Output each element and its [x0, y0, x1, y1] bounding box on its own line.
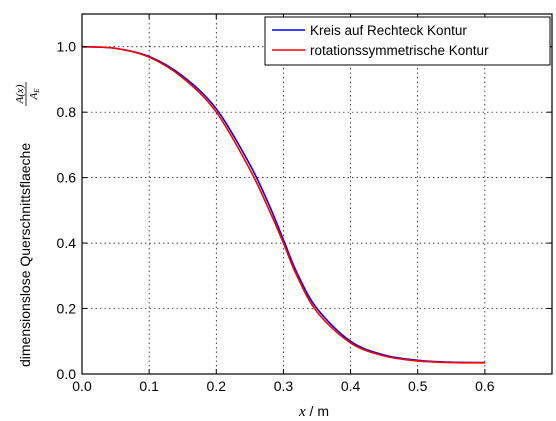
x-tick-label: 0.6	[475, 378, 495, 394]
y-tick-label: 0.6	[57, 170, 77, 186]
y-axis-label-text: dimensionslose Querschnittsflaeche	[17, 143, 33, 367]
legend: Kreis auf Rechteck Kontur rotationssymmet…	[264, 16, 551, 66]
x-axis-unit: / m	[306, 403, 329, 419]
x-tick-label: 0.4	[341, 378, 361, 394]
y-axis-label-fraction-denominator: AE	[28, 88, 41, 101]
y-tick-label: 1.0	[57, 39, 77, 55]
series-line-1	[81, 45, 485, 364]
axis-ticks: 0.0 0.1 0.2 0.3 0.4 0.5 0.6 0.0 0.2 0.4 0.6 0.8 1.0	[57, 14, 552, 394]
x-tick-label: 0.2	[207, 378, 227, 394]
plot-frame	[81, 13, 553, 375]
y-tick-label: 0.4	[57, 235, 77, 251]
x-tick-label: 0.1	[139, 378, 159, 394]
series-lines	[81, 45, 485, 364]
grid	[82, 14, 552, 374]
x-tick-label: 0.0	[72, 378, 92, 394]
y-tick-label: 0.0	[57, 366, 77, 382]
x-axis-label: x / m	[298, 403, 329, 420]
y-axis-label-fraction-numerator: A(x)	[14, 84, 26, 104]
legend-label-2: rotationssymmetrische Kontur	[310, 43, 489, 58]
legend-box	[264, 16, 551, 66]
y-axis-label-fraction-denominator-sub: E	[33, 88, 41, 94]
y-tick-label: 0.8	[57, 104, 77, 120]
y-axis-label-fraction-denominator-main: A	[28, 93, 40, 101]
y-tick-label: 0.2	[57, 301, 77, 317]
x-tick-label: 0.5	[408, 378, 428, 394]
legend-label-1: Kreis auf Rechteck Kontur	[310, 23, 467, 38]
x-tick-label: 0.3	[274, 378, 294, 394]
series-line-2	[81, 45, 485, 364]
y-axis-label: dimensionslose Querschnittsflaeche A(x) …	[14, 82, 41, 367]
x-axis-variable: x	[298, 404, 306, 420]
